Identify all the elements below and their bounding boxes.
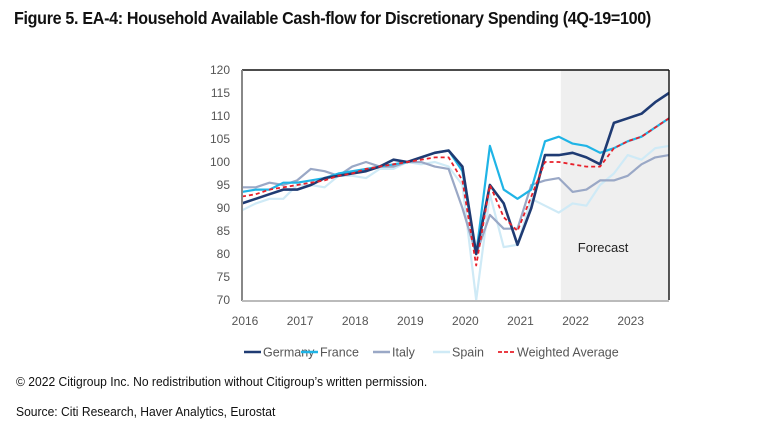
y-tick-label: 70 [217,293,231,307]
y-tick-label: 75 [217,270,231,284]
x-tick-label: 2021 [507,314,534,328]
x-tick-label: 2019 [397,314,424,328]
legend-label: Italy [392,346,416,360]
y-tick-label: 80 [217,247,231,261]
y-tick-label: 95 [217,178,231,192]
legend-label: Germany [263,346,315,360]
series-line-spain [241,144,670,302]
y-tick-label: 115 [211,86,230,100]
legend-label: Weighted Average [517,346,619,360]
legend: Germany France Italy Spain Weighted Average [244,346,619,360]
x-tick-label: 2022 [562,314,589,328]
x-axis-ticks: 2016 2017 2018 2019 2020 2021 2022 2023 [232,314,645,328]
series-line-italy [242,154,670,256]
y-tick-label: 85 [217,224,231,238]
copyright-notice: © 2022 Citigroup Inc. No redistribution … [16,374,428,389]
series-lines [241,91,670,302]
y-axis-ticks: 70 75 80 85 90 95 100 105 110 115 120 [210,63,230,307]
series-line-weighted-average [241,117,670,267]
y-tick-label: 120 [210,63,230,77]
legend-label: Spain [452,346,484,360]
y-tick-label: 105 [210,132,230,146]
source-note: Source: Citi Research, Haver Analytics, … [16,404,276,419]
y-tick-label: 100 [210,155,230,169]
x-tick-label: 2018 [342,314,369,328]
series-line-france [241,117,670,256]
y-tick-label: 110 [211,109,230,123]
x-tick-label: 2017 [287,314,314,328]
legend-label: France [320,346,359,360]
y-tick-label: 90 [217,201,231,215]
series-line-germany [241,91,670,256]
forecast-label: Forecast [578,240,629,255]
x-tick-label: 2020 [452,314,479,328]
x-tick-label: 2023 [617,314,644,328]
forecast-region [560,70,669,300]
figure-title: Figure 5. EA-4: Household Available Cash… [14,8,651,28]
x-tick-label: 2016 [232,314,259,328]
